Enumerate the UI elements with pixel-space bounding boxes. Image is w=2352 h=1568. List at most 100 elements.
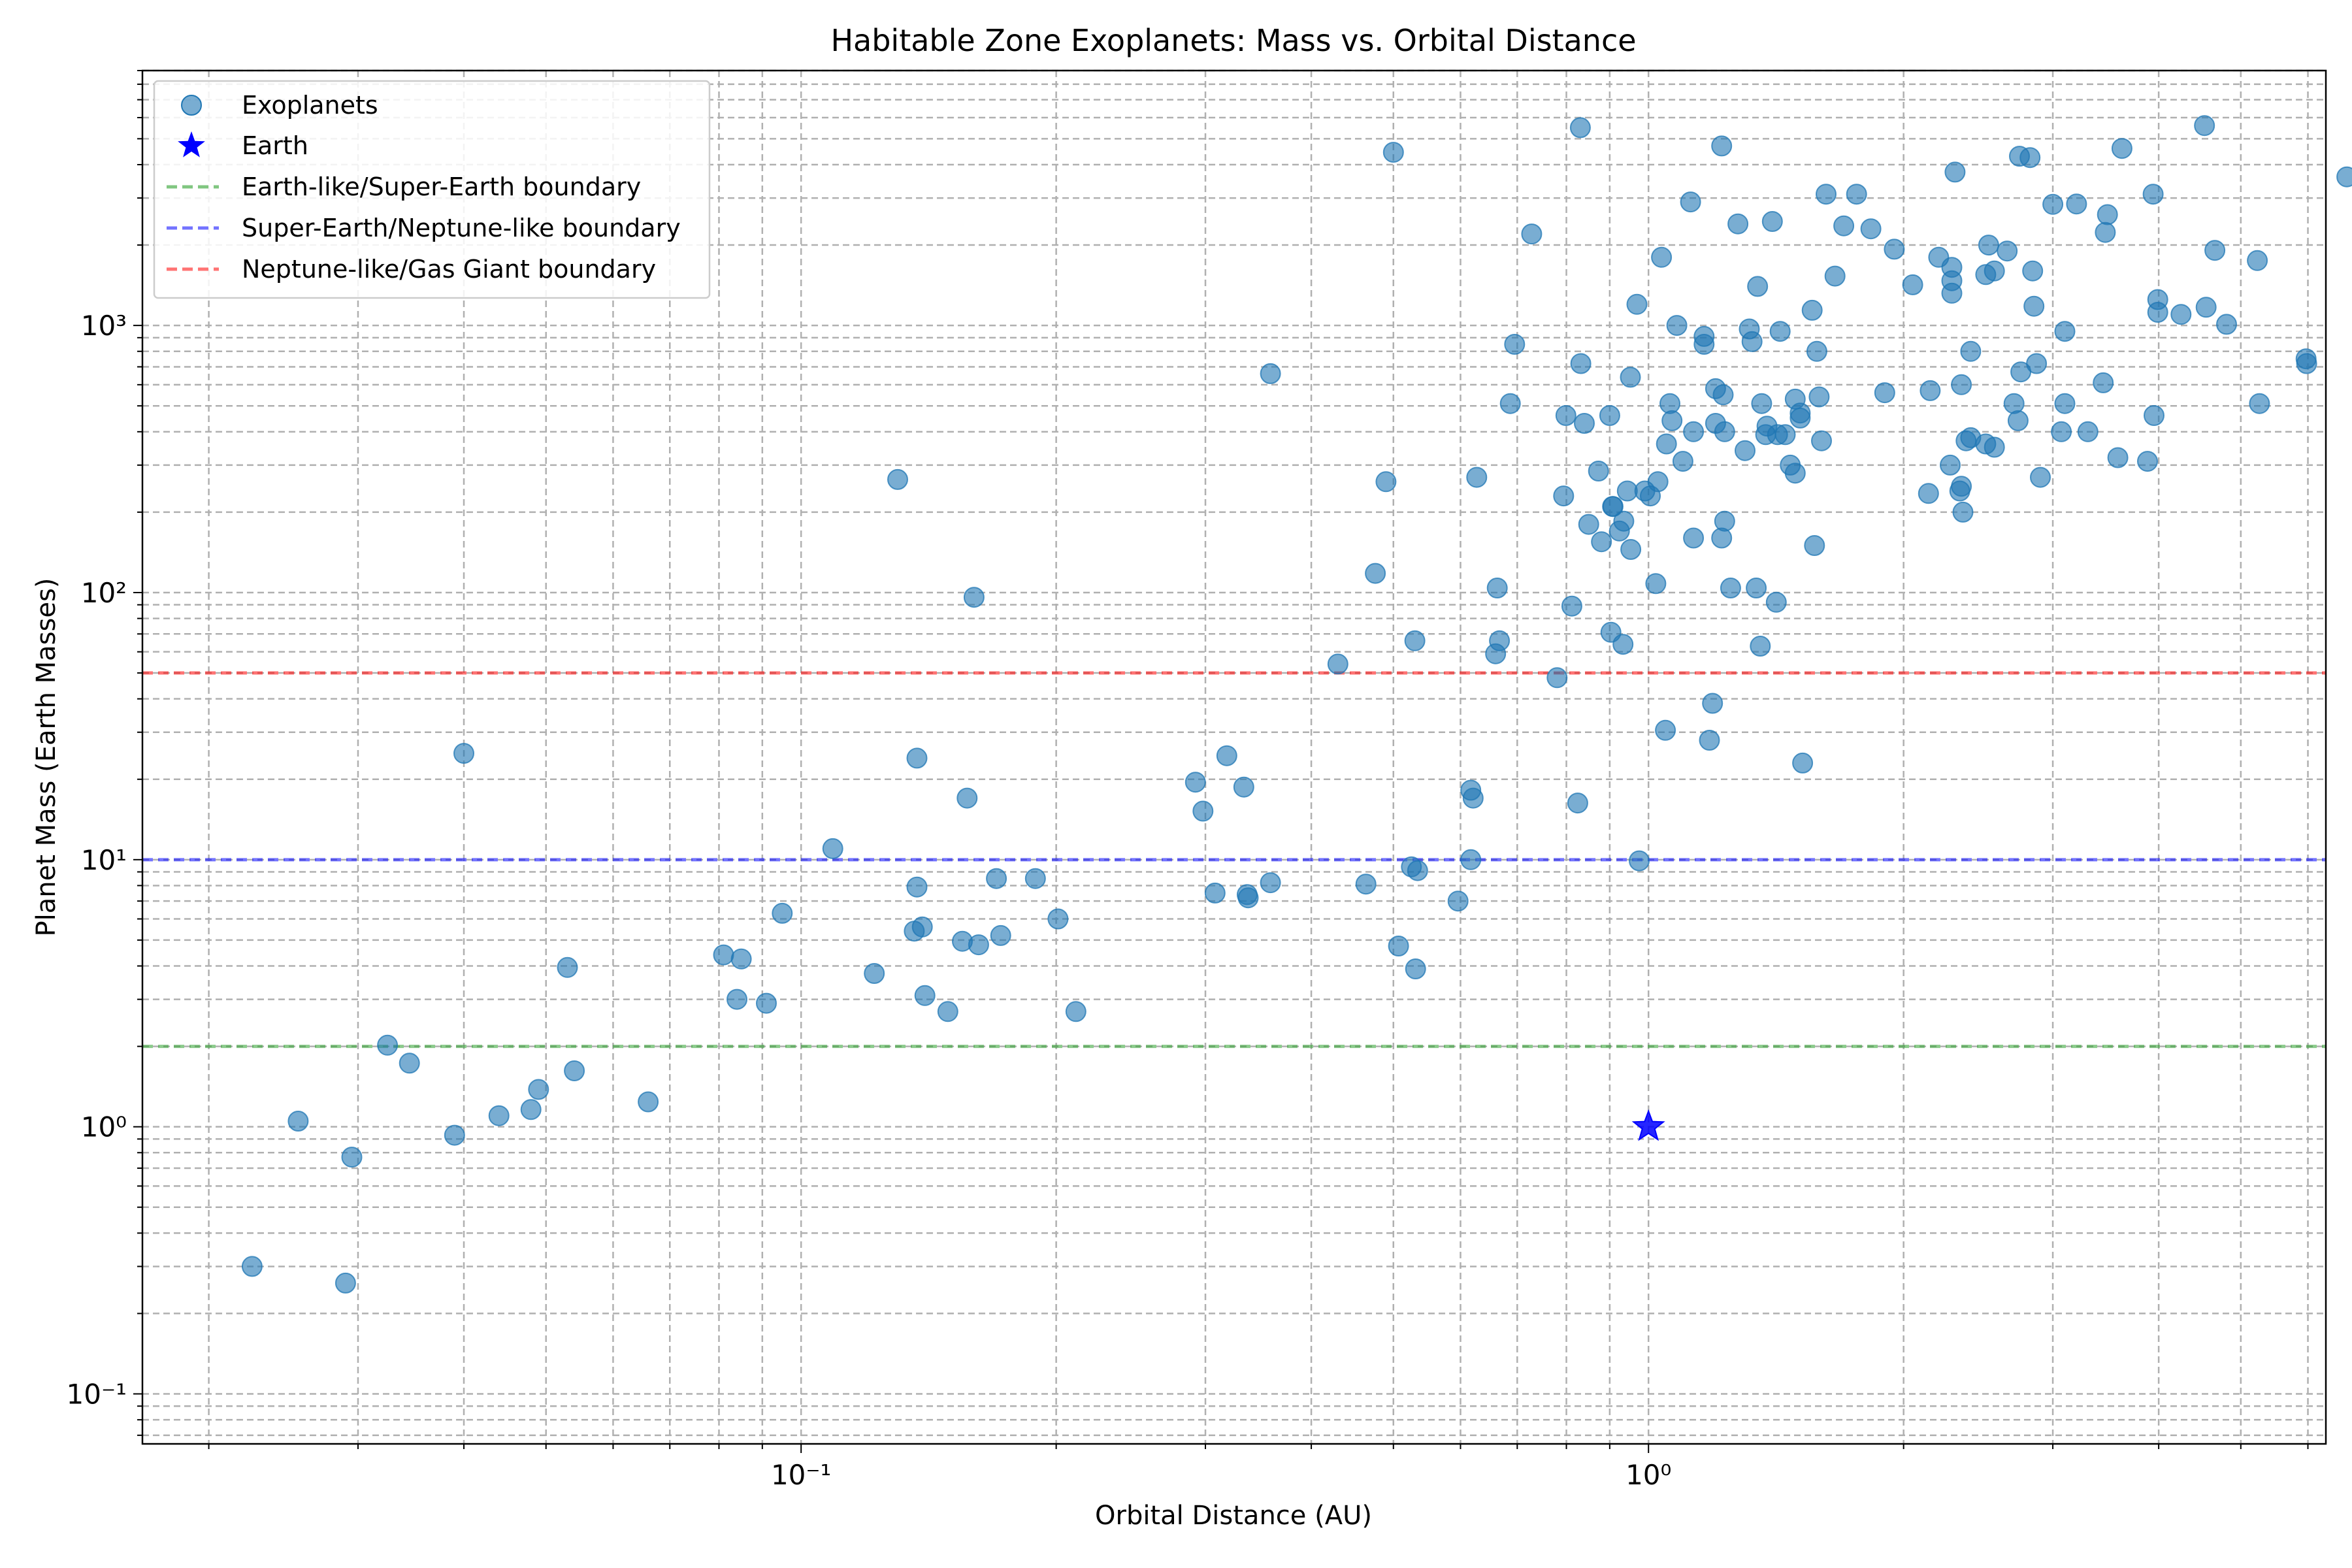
exoplanet-point bbox=[1613, 510, 1635, 532]
exoplanet-point bbox=[2111, 138, 2132, 159]
exoplanet-point bbox=[1462, 787, 1484, 809]
exoplanet-point bbox=[1460, 849, 1482, 870]
y-axis-label: Planet Mass (Earth Masses) bbox=[31, 578, 61, 937]
exoplanet-point bbox=[1504, 334, 1526, 355]
exoplanet-point bbox=[2030, 466, 2051, 488]
exoplanet-point bbox=[2054, 393, 2076, 414]
exoplanet-point bbox=[756, 992, 777, 1014]
exoplanet-point bbox=[1884, 238, 1905, 260]
exoplanet-point bbox=[1951, 476, 1972, 497]
exoplanet-point bbox=[1769, 321, 1791, 342]
exoplanet-point bbox=[2247, 250, 2268, 271]
exoplanet-point bbox=[1751, 393, 1772, 414]
exoplanet-point bbox=[956, 787, 978, 809]
exoplanet-point bbox=[1655, 719, 1676, 741]
exoplanet-point bbox=[1489, 630, 1511, 651]
exoplanet-point bbox=[377, 1034, 399, 1056]
exoplanet-point bbox=[2022, 260, 2044, 282]
exoplanet-point bbox=[864, 963, 885, 984]
exoplanet-point bbox=[1599, 405, 1620, 426]
exoplanet-point bbox=[1499, 393, 1521, 414]
exoplanet-point bbox=[1941, 282, 1963, 304]
y-tick-label: 10¹ bbox=[81, 844, 127, 876]
exoplanet-point bbox=[1860, 218, 1882, 240]
exoplanet-point bbox=[528, 1079, 549, 1100]
exoplanet-point bbox=[1616, 480, 1638, 502]
exoplanet-point bbox=[1260, 363, 1281, 384]
exoplanet-point bbox=[1984, 436, 2005, 458]
exoplanet-point bbox=[1720, 578, 1741, 598]
exoplanet-point bbox=[1846, 184, 1867, 205]
exoplanet-point bbox=[727, 988, 747, 1010]
x-tick-label: 10⁻¹ bbox=[771, 1459, 831, 1491]
exoplanet-point bbox=[1588, 461, 1609, 482]
exoplanet-point bbox=[2077, 421, 2099, 442]
exoplanet-point bbox=[1735, 440, 1756, 461]
exoplanet-point bbox=[1569, 117, 1591, 139]
exoplanet-point bbox=[1382, 142, 1404, 163]
exoplanet-point bbox=[1466, 466, 1488, 488]
exoplanet-point bbox=[2019, 147, 2041, 169]
exoplanet-point bbox=[906, 876, 928, 898]
legend-earth-label: Earth bbox=[242, 131, 308, 160]
exoplanet-point bbox=[1672, 451, 1693, 472]
exoplanet-point bbox=[1960, 340, 1982, 362]
exoplanet-point bbox=[1407, 860, 1428, 881]
exoplanet-point bbox=[1355, 874, 1377, 895]
exoplanet-point bbox=[1447, 890, 1469, 912]
exoplanet-point bbox=[1661, 410, 1683, 431]
exoplanet-point bbox=[1184, 772, 1206, 793]
exoplanet-point bbox=[1824, 265, 1846, 287]
exoplanet-point bbox=[2097, 204, 2118, 225]
exoplanet-point bbox=[1327, 653, 1348, 675]
exoplanet-point bbox=[1666, 315, 1688, 336]
exoplanet-point bbox=[1578, 514, 1599, 535]
exoplanet-point bbox=[968, 934, 989, 956]
exoplanet-point bbox=[1024, 868, 1046, 889]
exoplanet-point bbox=[1952, 501, 1974, 523]
exoplanet-point bbox=[2336, 166, 2352, 188]
exoplanet-point bbox=[1765, 591, 1787, 613]
exoplanet-point bbox=[564, 1060, 585, 1081]
exoplanet-point bbox=[520, 1099, 542, 1120]
exoplanet-point bbox=[1714, 421, 1735, 442]
exoplanet-point bbox=[2093, 372, 2114, 393]
exoplanet-point bbox=[2051, 421, 2072, 442]
exoplanet-point bbox=[1784, 463, 1806, 484]
x-tick-label: 10⁰ bbox=[1625, 1459, 1671, 1491]
exoplanet-point bbox=[1629, 850, 1650, 872]
exoplanet-point bbox=[2204, 240, 2226, 261]
exoplanet-point bbox=[1612, 634, 1634, 655]
x-axis-label: Orbital Distance (AU) bbox=[1095, 1501, 1372, 1531]
exoplanet-point bbox=[444, 1124, 465, 1146]
exoplanet-point bbox=[911, 916, 933, 938]
exoplanet-point bbox=[1047, 908, 1069, 930]
exoplanet-point bbox=[2023, 295, 2045, 317]
data-points bbox=[241, 115, 2352, 1294]
exoplanet-point bbox=[335, 1272, 356, 1294]
exoplanet-point bbox=[1951, 374, 1972, 395]
exoplanet-point bbox=[287, 1111, 309, 1132]
exoplanet-point bbox=[1574, 413, 1595, 434]
exoplanet-point bbox=[1260, 872, 1281, 894]
exoplanet-point bbox=[2003, 393, 2025, 414]
exoplanet-point bbox=[1620, 539, 1642, 560]
exoplanet-point bbox=[1806, 340, 1827, 362]
exoplanet-point bbox=[1555, 405, 1576, 426]
exoplanet-point bbox=[1919, 380, 1941, 401]
exoplanet-point bbox=[1874, 382, 1895, 404]
exoplanet-point bbox=[2144, 405, 2164, 426]
axis-ticks: 10⁻¹ 10⁰ 10⁻¹ 10⁰ 10¹ 10² 10³ bbox=[67, 70, 2309, 1491]
exoplanet-point bbox=[1388, 936, 1409, 956]
exoplanet-point bbox=[453, 743, 474, 764]
exoplanet-point bbox=[1727, 213, 1749, 235]
exoplanet-point bbox=[1714, 510, 1735, 532]
exoplanet-point bbox=[1365, 563, 1386, 584]
exoplanet-point bbox=[1626, 293, 1648, 315]
exoplanet-point bbox=[341, 1147, 363, 1168]
exoplanet-point bbox=[1746, 578, 1767, 598]
exoplanet-point bbox=[1808, 386, 1830, 408]
exoplanet-point bbox=[1680, 191, 1701, 213]
exoplanet-point bbox=[822, 838, 843, 859]
exoplanet-point bbox=[1750, 636, 1771, 657]
